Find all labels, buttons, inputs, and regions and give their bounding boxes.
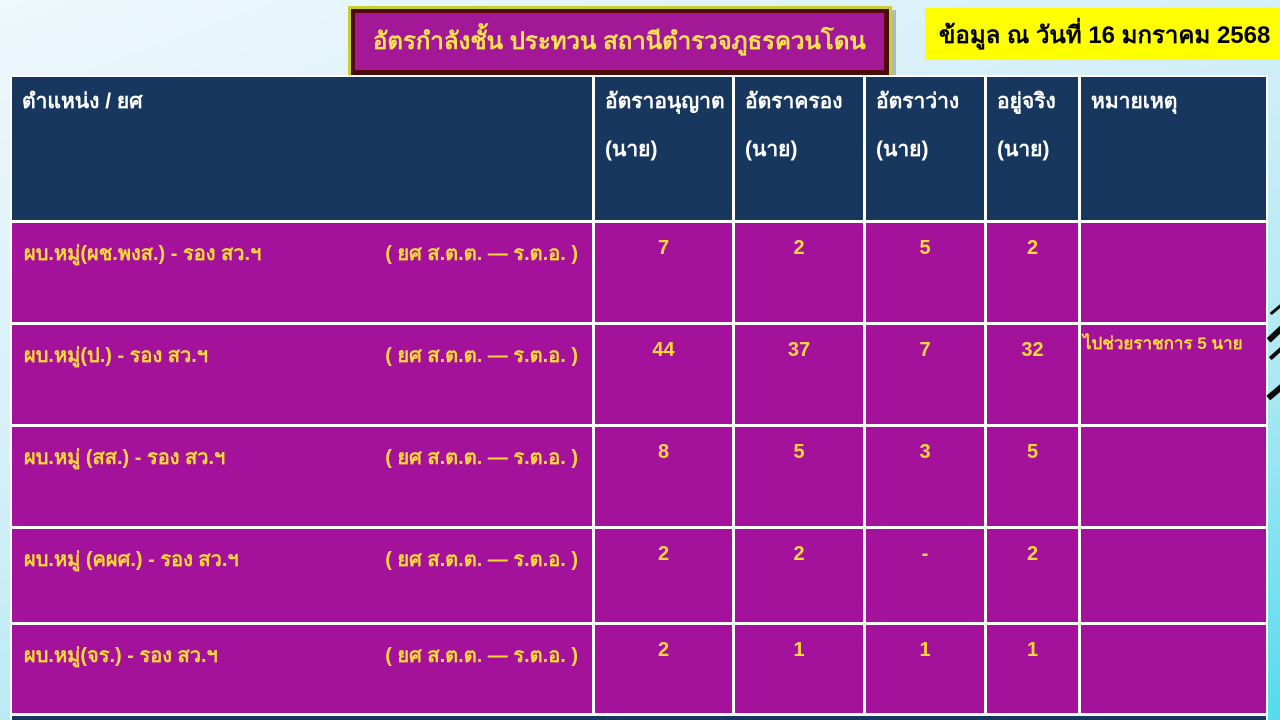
header-position-label: ตำแหน่ง / ยศ	[22, 90, 143, 113]
vacant-value: 7	[866, 325, 984, 424]
page-title: อัตรกำลังชั้น ประทวน สถานีตำรวจภูธรควนโด…	[354, 12, 885, 71]
header-vacant: อัตราว่าง (นาย)	[866, 77, 984, 220]
actual-value: 5	[987, 427, 1078, 526]
remarks-value	[1081, 625, 1266, 713]
rank-range-text: ( ยศ ส.ต.ต. — ร.ต.อ. )	[385, 243, 578, 265]
staffing-table: ตำแหน่ง / ยศ อัตราอนุญาต (นาย) อัตราครอง…	[10, 75, 1268, 720]
actual-value: 1	[987, 625, 1078, 713]
remarks-value	[1081, 529, 1266, 622]
title-box: อัตรกำลังชั้น ประทวน สถานีตำรวจภูธรควนโด…	[348, 6, 892, 79]
remarks-value	[1081, 427, 1266, 526]
table-row-position: ผบ.หมู่ (คผศ.) - รอง สว.ฯ ( ยศ ส.ต.ต. — …	[12, 529, 592, 622]
table-row-position: ผบ.หมู่(ป.) - รอง สว.ฯ ( ยศ ส.ต.ต. — ร.ต…	[12, 325, 592, 424]
header-position-rank: ตำแหน่ง / ยศ	[12, 77, 592, 220]
position-text: ผบ.หมู่(จร.) - รอง สว.ฯ	[24, 645, 218, 667]
vacant-value: 3	[866, 427, 984, 526]
occupied-value: 5	[735, 427, 863, 526]
vacant-value: 5	[866, 223, 984, 322]
pen-stroke-mark	[1269, 303, 1280, 316]
remarks-value	[1081, 223, 1266, 322]
authorized-value: 44	[595, 325, 732, 424]
position-text: ผบ.หมู่(ผช.พงส.) - รอง สว.ฯ	[24, 243, 262, 265]
occupied-value: 2	[735, 223, 863, 322]
pen-stroke-mark	[1268, 345, 1280, 361]
occupied-value: 1	[735, 625, 863, 713]
authorized-value: 2	[595, 529, 732, 622]
table-row-position: ผบ.หมู่ (สส.) - รอง สว.ฯ ( ยศ ส.ต.ต. — ร…	[12, 427, 592, 526]
position-text: ผบ.หมู่ (คผศ.) - รอง สว.ฯ	[24, 549, 239, 571]
position-text: ผบ.หมู่(ป.) - รอง สว.ฯ	[24, 345, 208, 367]
pen-stroke-mark	[1266, 325, 1280, 343]
rank-range-text: ( ยศ ส.ต.ต. — ร.ต.อ. )	[385, 345, 578, 367]
occupied-value: 2	[735, 529, 863, 622]
authorized-value: 8	[595, 427, 732, 526]
remarks-value: ไปช่วยราชการ 5 นาย	[1081, 325, 1266, 424]
header-actual: อยู่จริง (นาย)	[987, 77, 1078, 220]
data-date-badge: ข้อมูล ณ วันที่ 16 มกราคม 2568	[925, 8, 1280, 60]
rank-range-text: ( ยศ ส.ต.ต. — ร.ต.อ. )	[385, 645, 578, 667]
vacant-value: -	[866, 529, 984, 622]
actual-value: 2	[987, 529, 1078, 622]
vacant-value: 1	[866, 625, 984, 713]
occupied-value: 37	[735, 325, 863, 424]
position-text: ผบ.หมู่ (สส.) - รอง สว.ฯ	[24, 447, 226, 469]
header-occupied: อัตราครอง (นาย)	[735, 77, 863, 220]
authorized-value: 7	[595, 223, 732, 322]
actual-value: 32	[987, 325, 1078, 424]
header-remarks: หมายเหตุ	[1081, 77, 1266, 220]
header-authorized: อัตราอนุญาต (นาย)	[595, 77, 732, 220]
rank-range-text: ( ยศ ส.ต.ต. — ร.ต.อ. )	[385, 549, 578, 571]
table-row-position: ผบ.หมู่(ผช.พงส.) - รอง สว.ฯ ( ยศ ส.ต.ต. …	[12, 223, 592, 322]
rank-range-text: ( ยศ ส.ต.ต. — ร.ต.อ. )	[385, 447, 578, 469]
pen-stroke-mark	[1266, 383, 1280, 401]
table-row-total-partial	[12, 716, 1266, 720]
actual-value: 2	[987, 223, 1078, 322]
authorized-value: 2	[595, 625, 732, 713]
table-row-position: ผบ.หมู่(จร.) - รอง สว.ฯ ( ยศ ส.ต.ต. — ร.…	[12, 625, 592, 713]
